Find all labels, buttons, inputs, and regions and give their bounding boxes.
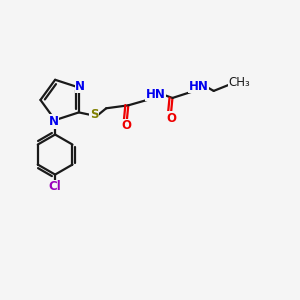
- Text: HN: HN: [189, 80, 209, 93]
- Text: O: O: [166, 112, 176, 125]
- Text: CH₃: CH₃: [228, 76, 250, 88]
- Text: N: N: [75, 80, 85, 92]
- Text: HN: HN: [146, 88, 165, 100]
- Text: S: S: [90, 108, 98, 121]
- Text: O: O: [122, 119, 132, 132]
- Text: N: N: [49, 115, 58, 128]
- Text: Cl: Cl: [49, 180, 62, 194]
